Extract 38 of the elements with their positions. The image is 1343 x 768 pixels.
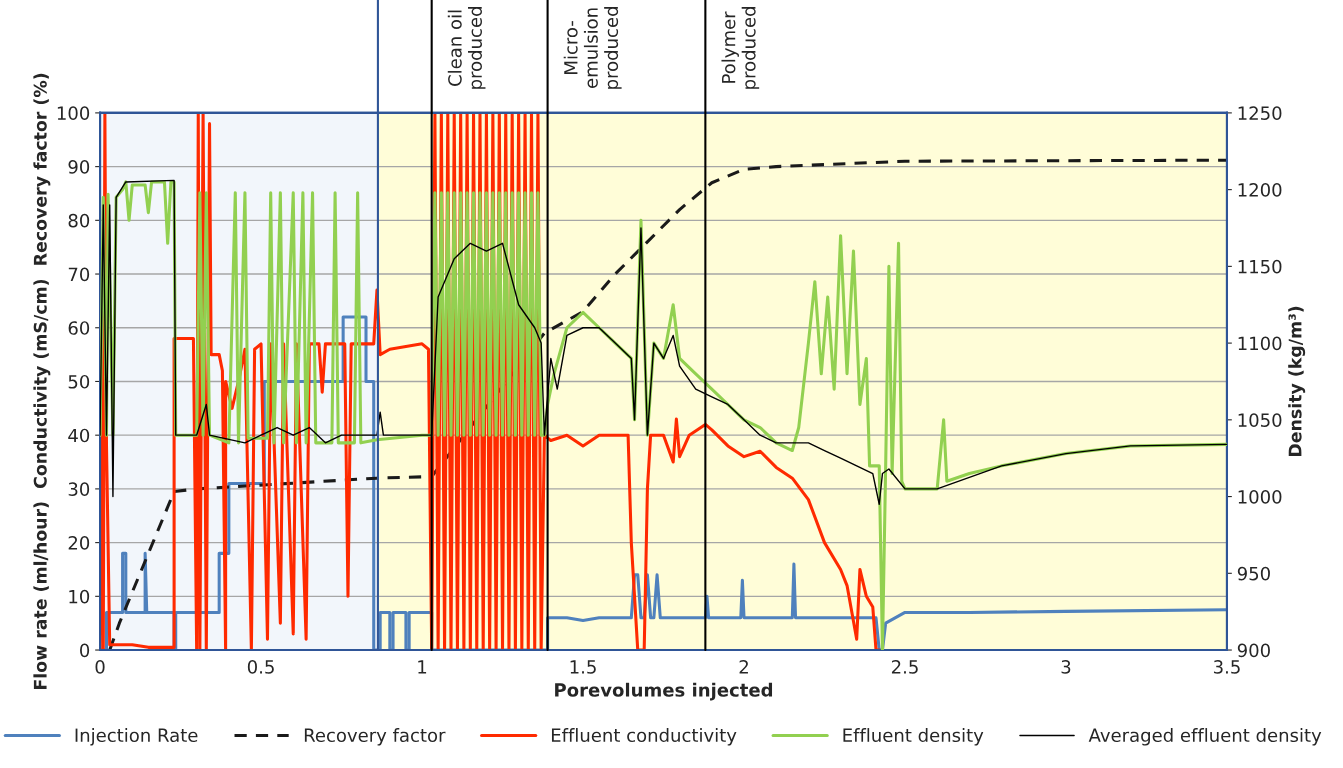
y-tick-label: 90: [68, 160, 90, 174]
ref-line-label: Polymer produced: [721, 7, 760, 89]
x-axis-title: Porevolumes injected: [555, 682, 773, 701]
x-tick-label: 0: [95, 660, 105, 674]
x-tick-label: 3.5: [1213, 660, 1240, 674]
ref-line-label: Clean oil produced: [447, 7, 486, 89]
legend-label: Effluent conductivity: [551, 728, 737, 746]
y2-tick-label: 900: [1237, 643, 1270, 658]
y-tick-label: 80: [68, 213, 90, 228]
y-axis-title: Flow rate (ml/hour) Conductivity (mS/cm) Recovery factor (%): [33, 73, 51, 690]
y-tick-label: 60: [68, 321, 90, 335]
y2-tick-label: 1100: [1238, 336, 1282, 351]
y-tick-label: 0: [80, 643, 90, 658]
y-tick-label: 20: [68, 536, 90, 550]
x-tick-label: 0.5: [247, 660, 274, 674]
legend-label: Averaged effluent density: [1088, 728, 1322, 746]
x-tick-label: 2: [739, 660, 748, 674]
ref-line-label: Micro- emulsion produced: [563, 7, 622, 89]
legend-label: Injection Rate: [75, 728, 198, 746]
y2-tick-label: 1050: [1238, 413, 1282, 427]
x-tick-label: 3: [1061, 660, 1071, 674]
y2-tick-label: 1250: [1238, 106, 1282, 121]
y2-tick-label: 1200: [1238, 183, 1282, 197]
y-tick-label: 70: [68, 267, 90, 282]
y-tick-label: 40: [68, 428, 90, 443]
x-tick-label: 1.5: [570, 660, 596, 674]
legend-label: Recovery factor: [304, 728, 446, 746]
legend-label: Effluent density: [843, 728, 984, 746]
y-tick-label: 100: [57, 106, 90, 121]
y-tick-label: 50: [68, 374, 90, 389]
x-tick-label: 2.5: [891, 660, 918, 674]
y-tick-label: 10: [69, 589, 90, 604]
y2-tick-label: 950: [1237, 566, 1270, 581]
y2-axis-title: Density (kg/m³): [1288, 306, 1306, 457]
x-tick-label: 1: [418, 660, 427, 674]
y2-tick-label: 1000: [1238, 490, 1282, 504]
y2-tick-label: 1150: [1238, 259, 1282, 274]
y-tick-label: 30: [68, 482, 90, 497]
